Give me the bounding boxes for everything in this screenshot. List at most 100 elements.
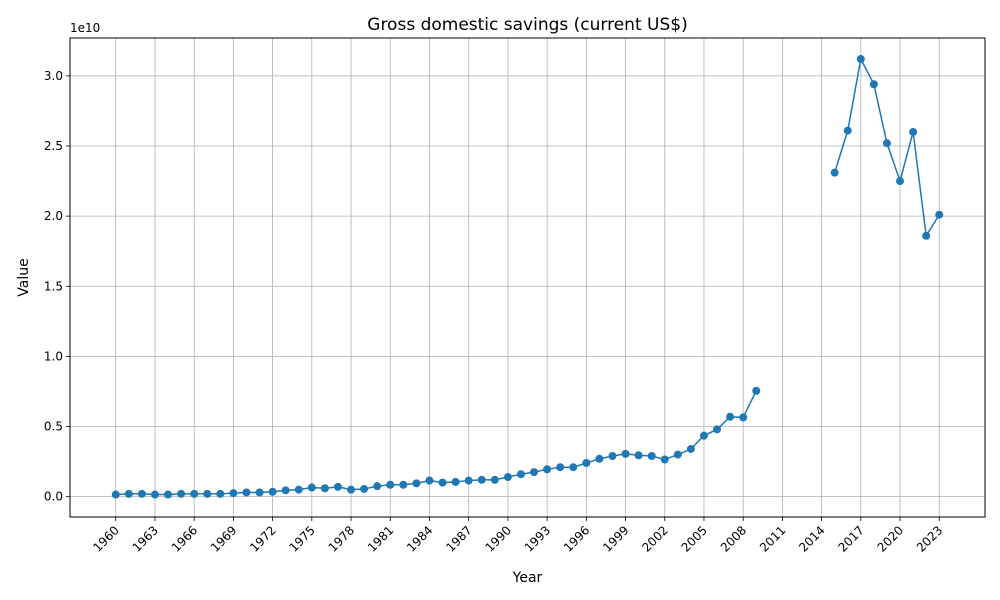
- x-tick-label: 1984: [404, 523, 435, 554]
- x-tick-label: 2008: [718, 523, 749, 554]
- data-point: [634, 451, 643, 460]
- data-point: [556, 463, 565, 472]
- data-point: [516, 470, 525, 479]
- series-line: [833, 56, 940, 238]
- data-point: [752, 386, 761, 395]
- series-line: [115, 390, 757, 496]
- x-axis-label: Year: [512, 570, 543, 586]
- x-tick-label: 2014: [796, 523, 827, 554]
- x-tick-label: 1978: [326, 523, 357, 554]
- x-tick-label: 2017: [835, 523, 866, 554]
- x-axis: 1960 1963 1966 1969 1972 1975 1978 1981 1984 1987…: [90, 517, 945, 555]
- data-point: [111, 490, 120, 499]
- y-axis: 0.0 0.5 1.0 1.5 2.0 2.5 3.0: [44, 69, 70, 504]
- x-tick-label: 1969: [208, 523, 239, 554]
- x-tick-label: 1963: [130, 523, 161, 554]
- data-point: [164, 490, 173, 499]
- data-point: [621, 449, 630, 458]
- y-axis-label: Value: [16, 258, 32, 296]
- data-point: [255, 488, 264, 497]
- x-tick-label: 2023: [914, 523, 945, 554]
- data-point: [503, 473, 512, 482]
- data-point: [242, 488, 251, 497]
- data-point: [882, 139, 891, 148]
- data-point: [203, 489, 212, 498]
- data-point: [464, 476, 473, 485]
- x-tick-label: 2011: [757, 523, 788, 554]
- data-point: [843, 126, 852, 135]
- x-tick-label: 1996: [561, 523, 592, 554]
- data-point: [582, 458, 591, 467]
- data-point: [412, 479, 421, 488]
- data-point: [922, 231, 931, 240]
- data-point: [333, 482, 342, 491]
- y-tick-label: 2.5: [44, 139, 63, 153]
- y-tick-label: 1.5: [44, 279, 63, 293]
- data-point: [451, 477, 460, 486]
- data-point: [425, 476, 434, 485]
- x-tick-label: 2002: [639, 523, 670, 554]
- data-point: [320, 484, 329, 493]
- data-point: [373, 482, 382, 491]
- y-tick-label: 0.5: [44, 420, 63, 434]
- data-point: [699, 431, 708, 440]
- data-point: [386, 480, 395, 489]
- x-tick-label: 1975: [286, 523, 317, 554]
- data-point: [909, 127, 918, 136]
- data-point: [190, 489, 199, 498]
- data-point: [595, 454, 604, 463]
- data-point: [713, 425, 722, 434]
- y-tick-label: 0.0: [44, 490, 63, 504]
- y-axis-offset-label: 1e10: [70, 21, 100, 35]
- data-point: [490, 475, 499, 484]
- data-point: [856, 55, 865, 64]
- data-point: [869, 80, 878, 89]
- x-tick-label: 1960: [90, 523, 121, 554]
- data-point: [216, 489, 225, 498]
- data-point: [229, 489, 238, 498]
- x-tick-label: 1990: [483, 523, 514, 554]
- data-point: [647, 451, 656, 460]
- data-point: [543, 465, 552, 474]
- data-point: [726, 412, 735, 421]
- data-point: [673, 450, 682, 459]
- x-tick-label: 1972: [247, 523, 278, 554]
- x-tick-label: 1987: [443, 523, 474, 554]
- data-point: [124, 489, 133, 498]
- data-point: [137, 489, 146, 498]
- chart-title: Gross domestic savings (current US$): [367, 15, 687, 35]
- data-point: [281, 486, 290, 495]
- x-tick-label: 1981: [365, 523, 396, 554]
- x-tick-label: 1966: [169, 523, 200, 554]
- data-point: [477, 475, 486, 484]
- data-point: [660, 455, 669, 464]
- series-layer: [111, 55, 944, 499]
- data-point: [739, 413, 748, 422]
- data-point: [935, 210, 944, 219]
- y-tick-label: 2.0: [44, 209, 63, 223]
- data-point: [896, 177, 905, 186]
- data-point: [268, 487, 277, 496]
- data-point: [347, 485, 356, 494]
- plot-area-frame: [69, 37, 986, 518]
- y-tick-label: 1.0: [44, 349, 63, 363]
- data-point: [569, 463, 578, 472]
- data-point: [150, 490, 159, 499]
- y-tick-label: 3.0: [44, 69, 63, 83]
- data-point: [530, 468, 539, 477]
- data-point: [177, 489, 186, 498]
- grid-lines: [70, 38, 985, 517]
- x-tick-label: 2020: [875, 523, 906, 554]
- x-tick-label: 2005: [679, 523, 710, 554]
- x-tick-label: 1993: [522, 523, 553, 554]
- data-point: [686, 444, 695, 453]
- data-point: [294, 485, 303, 494]
- x-tick-label: 1999: [600, 523, 631, 554]
- data-point: [307, 483, 316, 492]
- data-point: [438, 478, 447, 487]
- data-point: [360, 484, 369, 493]
- data-point: [608, 451, 617, 460]
- data-point: [399, 480, 408, 489]
